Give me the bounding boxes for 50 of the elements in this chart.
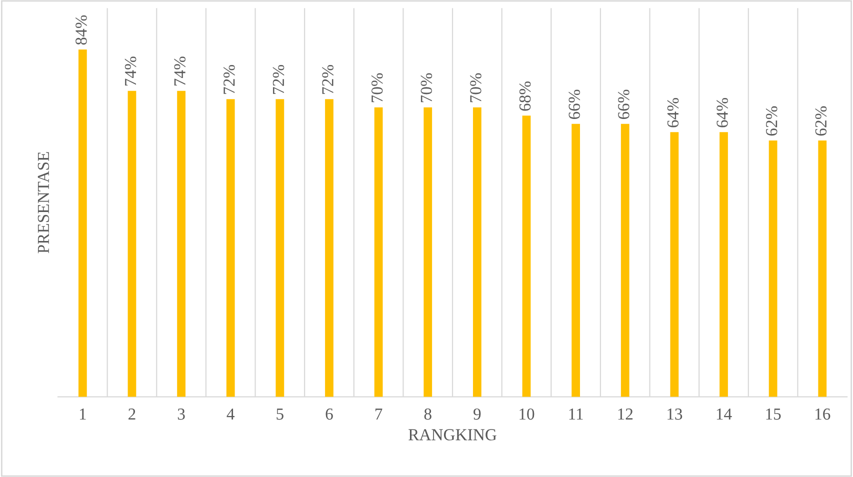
bar xyxy=(177,90,186,397)
x-axis-title: RANGKING xyxy=(408,429,496,440)
x-tick-label: 4 xyxy=(226,408,235,420)
data-label: 64% xyxy=(667,98,679,128)
bar xyxy=(472,107,482,397)
data-label: 70% xyxy=(371,73,383,102)
bar xyxy=(226,99,235,397)
data-label: 72% xyxy=(224,64,235,94)
x-tick-label: 11 xyxy=(569,408,583,420)
x-tick-label: 13 xyxy=(668,408,682,420)
x-tick-label: 2 xyxy=(128,408,136,420)
bar xyxy=(572,124,580,397)
x-tick-label: 8 xyxy=(424,408,432,420)
x-tick-label: 10 xyxy=(520,408,534,420)
data-label: 66% xyxy=(568,90,580,120)
bar xyxy=(374,107,383,397)
data-label: 62% xyxy=(815,106,827,136)
bar xyxy=(424,107,432,397)
x-tick-label: 12 xyxy=(618,408,633,420)
bar xyxy=(818,140,827,397)
x-tick-label: 9 xyxy=(474,408,481,420)
data-label: 84% xyxy=(76,15,87,45)
y-axis-title: PRESENTASE xyxy=(38,152,50,254)
bar xyxy=(522,116,531,397)
x-tick-label: 1 xyxy=(80,408,86,420)
data-label: 72% xyxy=(322,64,334,94)
data-label: 68% xyxy=(519,81,531,111)
data-label: 62% xyxy=(766,106,778,136)
data-label: 74% xyxy=(124,56,136,86)
bar xyxy=(720,132,728,397)
x-tick-label: 5 xyxy=(276,408,284,420)
data-label: 64% xyxy=(716,98,728,128)
x-tick-label: 6 xyxy=(326,408,333,420)
bar xyxy=(276,99,284,397)
data-label: 66% xyxy=(618,90,630,120)
bar xyxy=(670,132,679,397)
bar xyxy=(128,90,136,397)
data-label: 72% xyxy=(272,64,284,94)
bar xyxy=(620,124,630,397)
x-tick-label: 14 xyxy=(716,408,732,420)
data-label: 74% xyxy=(174,56,186,86)
x-tick-label: 3 xyxy=(178,408,185,420)
x-tick-label: 7 xyxy=(375,408,382,420)
data-label: 70% xyxy=(420,73,432,102)
bar xyxy=(768,140,778,397)
data-label: 70% xyxy=(470,73,482,102)
bar xyxy=(325,99,334,397)
bar xyxy=(78,49,87,397)
x-tick-label: 16 xyxy=(816,408,830,420)
x-tick-label: 15 xyxy=(766,408,781,420)
